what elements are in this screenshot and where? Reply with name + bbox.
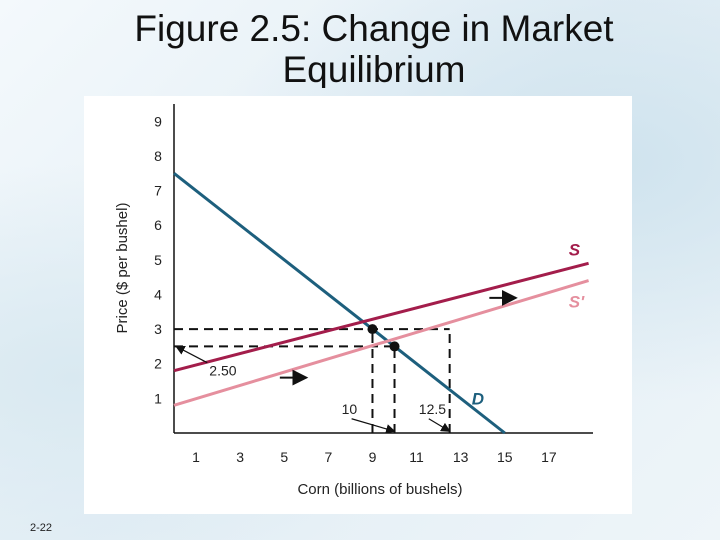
series-label: D bbox=[472, 389, 484, 408]
x-tick-label: 1 bbox=[192, 449, 200, 465]
series-label: S' bbox=[569, 292, 585, 311]
x-tick-label: 17 bbox=[541, 449, 557, 465]
x-tick-label: 9 bbox=[369, 449, 377, 465]
x-tick-label: 3 bbox=[236, 449, 244, 465]
annotation-label: 12.5 bbox=[419, 401, 446, 417]
slide-number: 2-22 bbox=[30, 522, 53, 534]
equilibrium-point bbox=[367, 324, 378, 335]
annotation-arrow bbox=[428, 418, 451, 432]
annotation-arrow bbox=[351, 418, 396, 434]
x-axis-label: Corn (billions of bushels) bbox=[297, 481, 462, 498]
chart-panel bbox=[84, 96, 632, 514]
y-tick-label: 9 bbox=[154, 113, 162, 129]
x-tick-label: 11 bbox=[409, 449, 424, 465]
slide-title: Figure 2.5: Change in Market Equilibrium bbox=[134, 8, 614, 88]
series-line-s bbox=[173, 261, 589, 373]
annotation-label: 10 bbox=[342, 401, 358, 417]
x-tick-label: 13 bbox=[453, 449, 469, 465]
x-tick-label: 15 bbox=[497, 449, 513, 465]
y-tick-label: 6 bbox=[154, 217, 162, 233]
y-tick-label: 1 bbox=[154, 390, 162, 406]
x-tick-label: 5 bbox=[280, 449, 288, 465]
y-tick-label: 7 bbox=[154, 183, 162, 199]
y-tick-label: 3 bbox=[154, 321, 162, 337]
y-tick-label: 5 bbox=[154, 252, 162, 268]
equilibrium-point bbox=[389, 341, 400, 352]
y-tick-label: 4 bbox=[154, 286, 162, 302]
y-axis-label: Price ($ per bushel) bbox=[114, 203, 131, 334]
series-line-d bbox=[173, 172, 506, 435]
y-tick-label: 2 bbox=[154, 356, 162, 372]
annotation-label: 2.50 bbox=[209, 363, 236, 379]
x-tick-label: 7 bbox=[324, 449, 332, 465]
annotation-arrow bbox=[175, 345, 208, 364]
series-label: S bbox=[569, 240, 581, 259]
y-tick-label: 8 bbox=[154, 148, 162, 164]
series-line-s-prime bbox=[173, 279, 590, 407]
